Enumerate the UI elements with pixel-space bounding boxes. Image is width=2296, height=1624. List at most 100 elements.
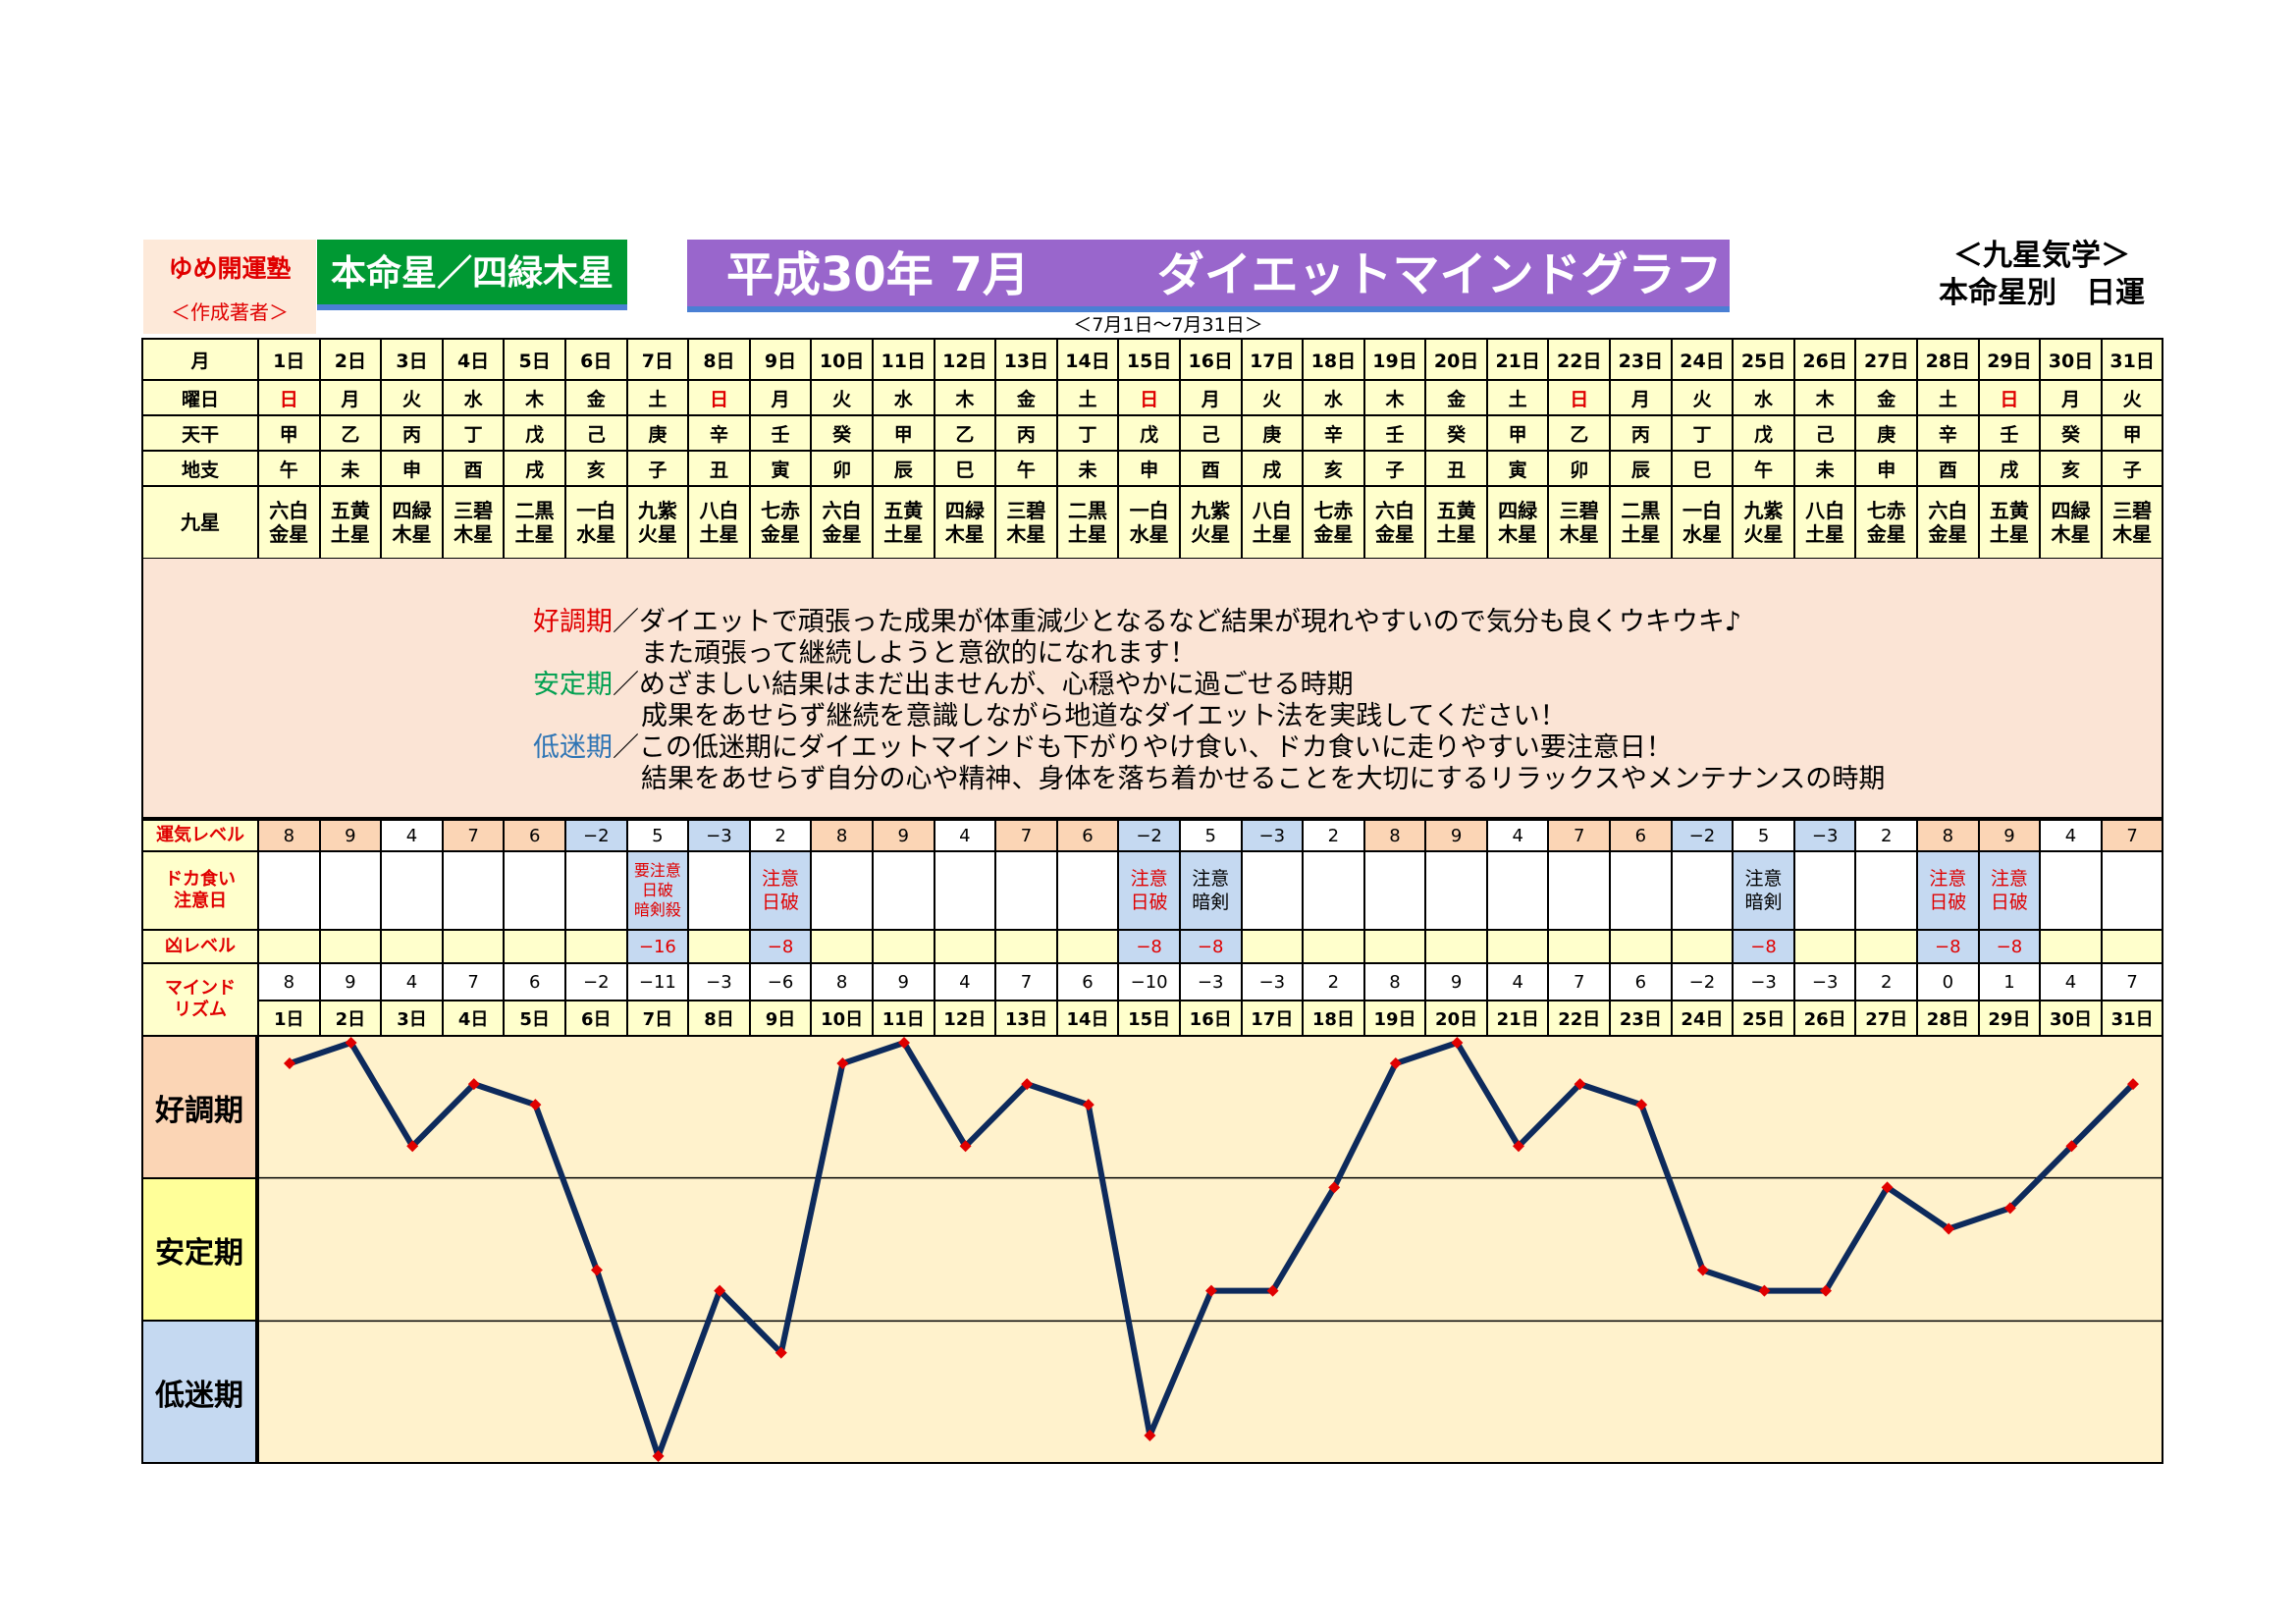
desc-stable-text: ／めざましい結果はまだ出ませんが、心穏やかに過ごせる時期	[613, 670, 1354, 700]
day-footer-18: 18日	[1302, 1000, 1365, 1037]
doka-note-line: 暗剣	[1192, 892, 1230, 913]
kyusei-element: 土星	[1989, 522, 2029, 546]
doka-note-line: 注意	[762, 868, 800, 890]
kyusei-star: 五黄	[1436, 499, 1476, 522]
doka-note-line: 日破	[1990, 892, 2028, 913]
kyo-cell-1	[257, 929, 321, 964]
unki-row: 運気レベル 8 9 4 7 6 −2 5 −3 2 8 9 4 7 6 −2 5 −3 2 8 9 4 7 6 −2 5 −3 2 8 9…	[141, 819, 2164, 852]
chishi-cell-31: 子	[2100, 450, 2164, 487]
chishi-cell-4: 酉	[441, 450, 506, 487]
day-footer-28: 28日	[1916, 1000, 1980, 1037]
kyusei-element: 土星	[883, 522, 924, 546]
weekday-cell-12: 木	[933, 379, 997, 416]
tenkan-cell-16: 己	[1178, 414, 1243, 452]
chishi-cell-7: 子	[625, 450, 690, 487]
data-point-day-3	[406, 1140, 419, 1153]
data-point-day-8	[714, 1284, 726, 1297]
chishi-cell-18: 亥	[1302, 450, 1365, 487]
desc-low-line2: 結果をあせらず自分の心や精神、身体を落ち着かせることを大切にするリラックスやメン…	[641, 764, 1886, 794]
unki-cell-31: 7	[2100, 819, 2164, 852]
doka-cell-9: 注意 日破	[748, 850, 813, 931]
weekday-cell-9: 月	[748, 379, 813, 416]
unki-cell-15: −2	[1117, 819, 1181, 852]
kyusei-star: 八白	[699, 499, 739, 522]
chishi-cell-29: 戌	[1977, 450, 2042, 487]
unki-cell-18: 2	[1302, 819, 1365, 852]
unki-cell-28: 8	[1916, 819, 1980, 852]
doka-note-line: 注意	[1192, 868, 1230, 890]
day-footer-17: 17日	[1240, 1000, 1305, 1037]
doka-cell-16: 注意 暗剣	[1178, 850, 1243, 931]
doka-cell-28: 注意 日破	[1916, 850, 1980, 931]
weekday-cell-30: 月	[2039, 379, 2103, 416]
day-footer-27: 27日	[1854, 1000, 1919, 1037]
data-point-day-11	[898, 1037, 910, 1049]
day-header-15: 15日	[1117, 338, 1181, 381]
desc-good-line2: また頑張って継続しようと意欲的になれます！	[641, 638, 1197, 669]
mind-cell-25: −3	[1732, 962, 1795, 1001]
kyo-cell-26	[1792, 929, 1857, 964]
kyo-cell-29: −8	[1977, 929, 2042, 964]
mind-cell-20: 9	[1424, 962, 1488, 1001]
kyusei-cell-6: 一白 水星	[563, 485, 628, 560]
day-footer-26: 26日	[1792, 1000, 1857, 1037]
kyusei-star: 六白	[1374, 499, 1415, 522]
chishi-cell-26: 未	[1792, 450, 1857, 487]
tenkan-cell-4: 丁	[441, 414, 506, 452]
day-footer-10: 10日	[810, 1000, 874, 1037]
kyusei-element: 金星	[1374, 522, 1415, 546]
doka-cell-8	[687, 850, 751, 931]
kyusei-element: 木星	[1006, 522, 1046, 546]
weekday-cell-3: 火	[380, 379, 444, 416]
day-footer-15: 15日	[1117, 1000, 1181, 1037]
doka-note-line: 暗剣	[1744, 892, 1783, 913]
kyusei-star: 六白	[1928, 499, 1968, 522]
kyusei-cell-22: 三碧 木星	[1547, 485, 1612, 560]
doka-cell-17	[1240, 850, 1305, 931]
day-row: 1日 2日 3日 4日 5日 6日 7日 8日 9日 10日 11日 12日 13日 14日 15日 16日 1…	[142, 1000, 2164, 1037]
weekday-cell-23: 月	[1609, 379, 1673, 416]
mind-cell-17: −3	[1240, 962, 1305, 1001]
kyusei-star: 三碧	[1559, 499, 1599, 522]
kyusei-cell-2: 五黄 土星	[318, 485, 383, 560]
unki-cell-12: 4	[933, 819, 997, 852]
tenkan-cell-30: 癸	[2039, 414, 2103, 452]
day-header-6: 6日	[563, 338, 628, 381]
kyo-cell-21	[1485, 929, 1550, 964]
day-footer-24: 24日	[1670, 1000, 1735, 1037]
doka-cell-27	[1854, 850, 1919, 931]
kyo-cell-10	[810, 929, 874, 964]
kyusei-cell-14: 二黒 土星	[1055, 485, 1120, 560]
chishi-cell-8: 丑	[687, 450, 751, 487]
kyusei-element: 水星	[1682, 522, 1722, 546]
mind-cell-4: 7	[441, 962, 506, 1001]
unki-cell-17: −3	[1240, 819, 1305, 852]
data-point-day-28	[1943, 1222, 1955, 1235]
tenkan-cell-10: 癸	[810, 414, 874, 452]
day-footer-13: 13日	[994, 1000, 1058, 1037]
kyusei-cell-30: 四緑 木星	[2039, 485, 2103, 560]
kyusei-element: 水星	[1129, 522, 1169, 546]
tenkan-cell-21: 甲	[1485, 414, 1550, 452]
data-point-day-6	[591, 1264, 603, 1276]
weekday-cell-7: 土	[625, 379, 690, 416]
day-header-25: 25日	[1732, 338, 1795, 381]
mind-rhythm-chart	[257, 1035, 2163, 1464]
doka-cell-21	[1485, 850, 1550, 931]
data-point-day-22	[1574, 1078, 1586, 1091]
kyusei-element: 金星	[761, 522, 801, 546]
weekday-cell-6: 金	[563, 379, 628, 416]
kyusei-star: 五黄	[883, 499, 924, 522]
kyo-cell-11	[871, 929, 935, 964]
doka-cell-14	[1055, 850, 1120, 931]
kyusei-element: 土星	[1805, 522, 1845, 546]
tenkan-cell-23: 丙	[1609, 414, 1673, 452]
title-name: ダイエットマインドグラフ	[1156, 247, 1723, 302]
chishi-cell-20: 丑	[1424, 450, 1488, 487]
weekday-cell-17: 火	[1240, 379, 1305, 416]
data-point-day-10	[836, 1057, 849, 1070]
doka-cell-26	[1792, 850, 1857, 931]
data-point-day-29	[2003, 1202, 2016, 1215]
day-header-30: 30日	[2039, 338, 2103, 381]
kyusei-star: 四緑	[944, 499, 985, 522]
